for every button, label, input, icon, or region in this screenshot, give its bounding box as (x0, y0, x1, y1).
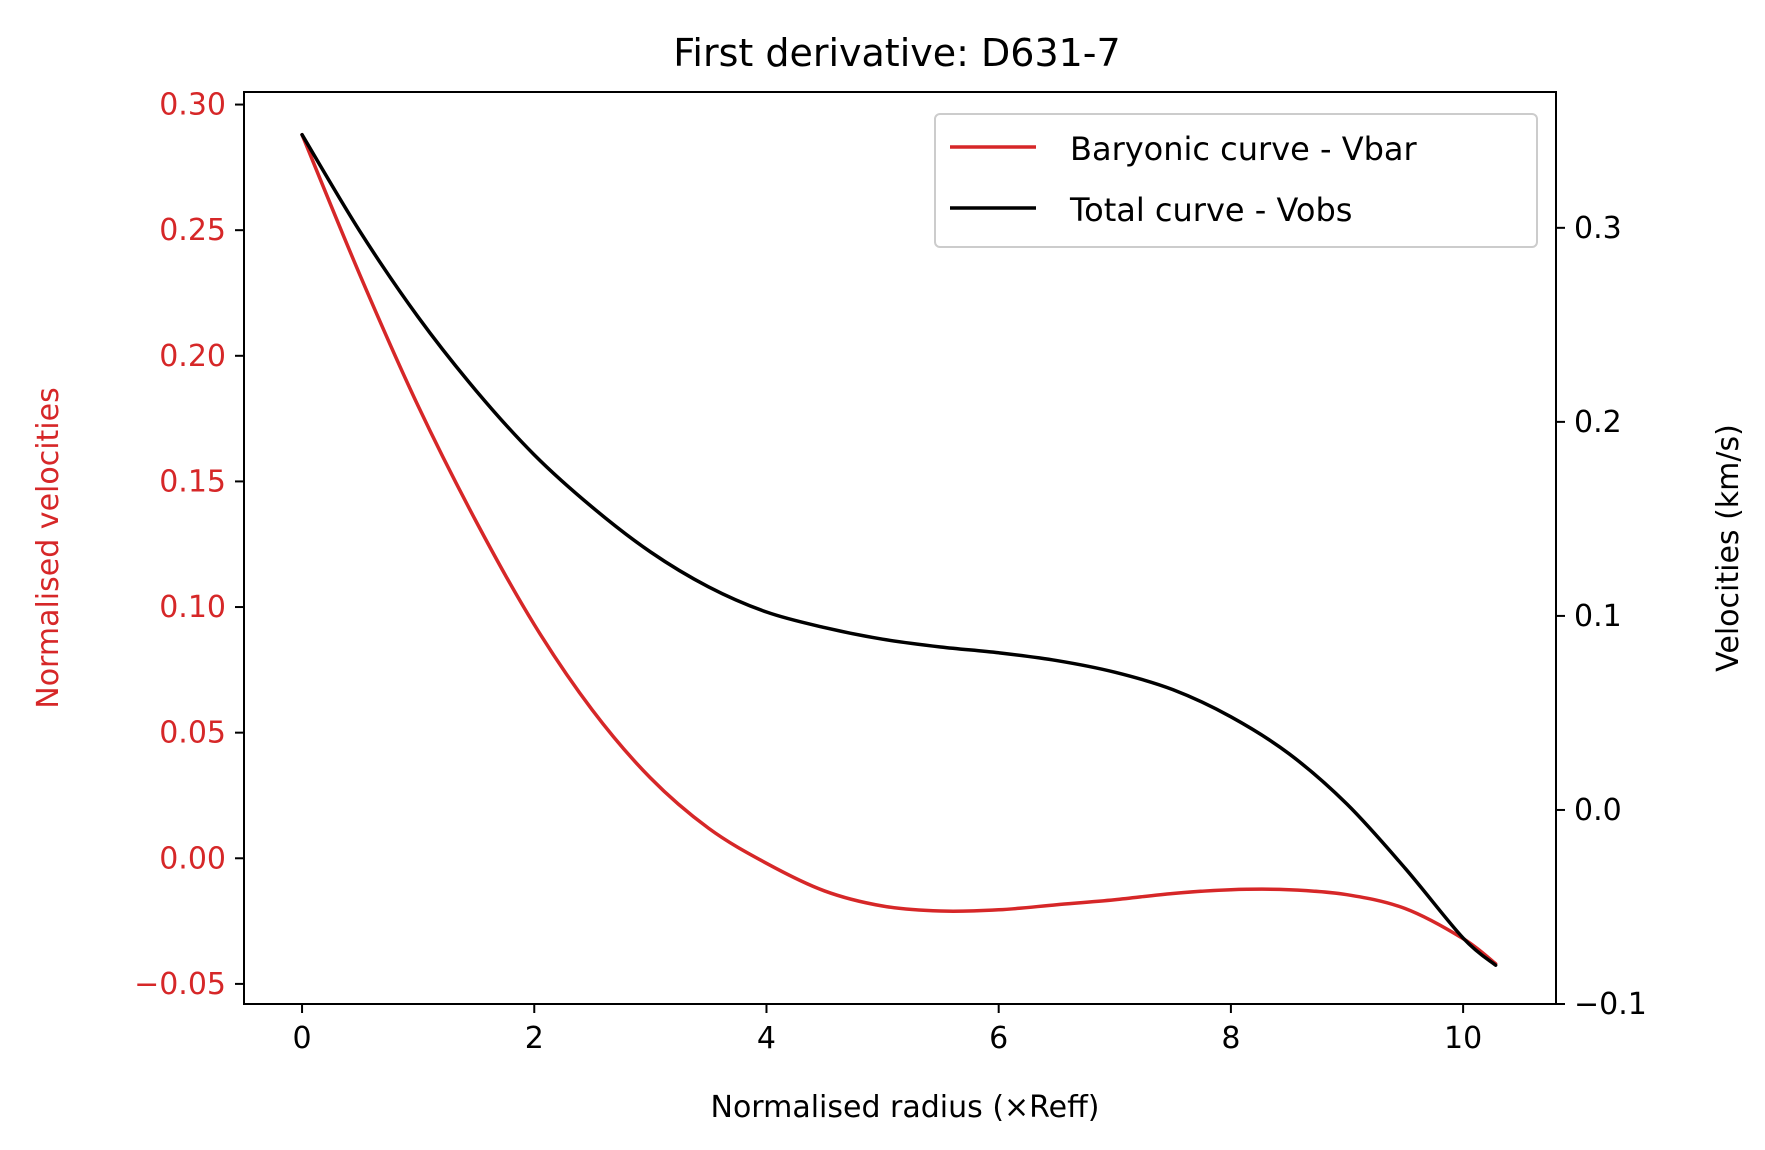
vbar-series-line (300, 132, 1498, 966)
x-axis-label: Normalised radius (×Reff) (711, 1090, 1100, 1125)
right-y-tick-label: 0.3 (1574, 211, 1622, 246)
x-axis-ticks: 0 2 4 6 8 10 (293, 1004, 1482, 1056)
vobs-series-line (300, 132, 1498, 967)
legend: Baryonic curve - Vbar Total curve - Vobs (934, 113, 1538, 248)
right-y-tick-label: 0.2 (1574, 405, 1622, 440)
left-y-axis-ticks: 0.30 0.25 0.20 0.15 0.10 0.05 0.00 −0.05 (134, 88, 244, 1002)
x-tick-label: 8 (1221, 1021, 1240, 1056)
legend-box (934, 113, 1538, 248)
left-y-tick-label: 0.05 (159, 716, 226, 751)
right-y-axis-ticks: 0.3 0.2 0.1 0.0 −0.1 (1556, 211, 1647, 1022)
chart-title: First derivative: D631-7 (673, 31, 1120, 75)
plot-frame (243, 91, 1557, 1005)
left-y-axis-label: Normalised velocities (31, 387, 66, 708)
right-y-axis-label: Velocities (km/s) (1711, 424, 1746, 672)
x-tick-label: 4 (757, 1021, 776, 1056)
left-y-tick-label: 0.00 (159, 841, 226, 876)
left-y-tick-label: 0.25 (159, 213, 226, 248)
right-y-tick-label: 0.1 (1574, 599, 1622, 634)
left-y-tick-label: 0.10 (159, 590, 226, 625)
x-tick-label: 2 (525, 1021, 544, 1056)
left-y-tick-label: 0.30 (159, 88, 226, 123)
left-y-tick-label: 0.20 (159, 339, 226, 374)
series-lines (300, 132, 1498, 967)
x-tick-label: 6 (989, 1021, 1008, 1056)
x-tick-label: 0 (293, 1021, 312, 1056)
right-y-tick-label: −0.1 (1574, 987, 1647, 1022)
legend-label-vbar: Baryonic curve - Vbar (1070, 130, 1418, 168)
left-y-tick-label: −0.05 (134, 967, 226, 1002)
legend-label-vobs: Total curve - Vobs (1069, 191, 1352, 229)
right-y-tick-label: 0.0 (1574, 793, 1622, 828)
x-tick-label: 10 (1444, 1021, 1482, 1056)
left-y-tick-label: 0.15 (159, 464, 226, 499)
